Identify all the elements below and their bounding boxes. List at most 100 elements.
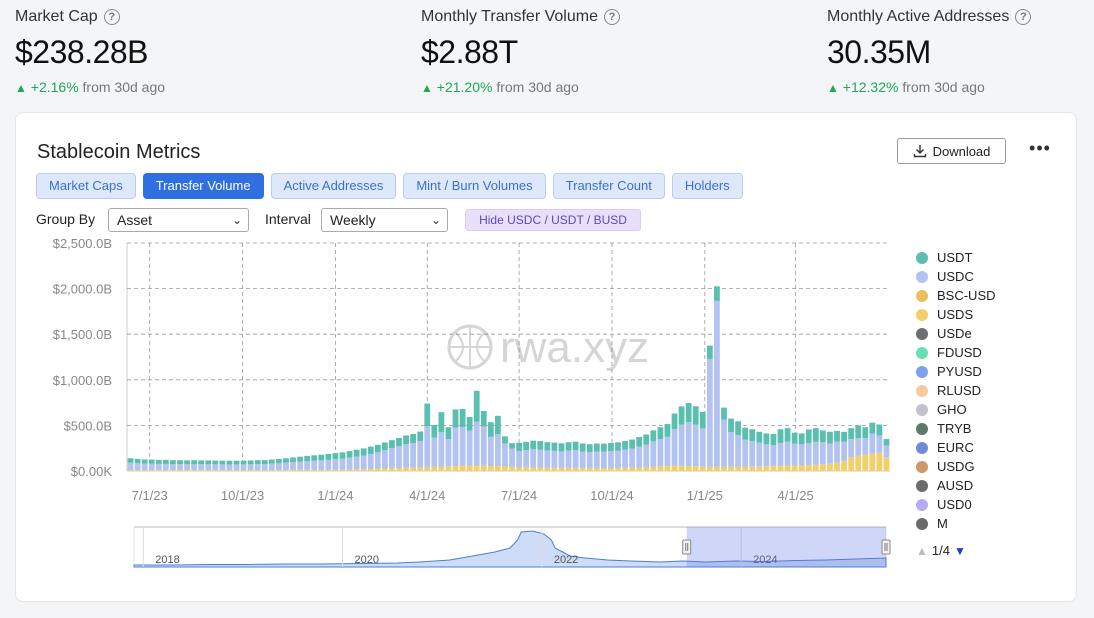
page-down-icon[interactable]: ▼ — [953, 543, 966, 558]
bar-usdc — [155, 463, 162, 471]
page-up-icon[interactable]: ▲ — [916, 543, 928, 558]
interval-label: Interval — [265, 211, 311, 227]
bar-usds — [770, 465, 777, 471]
download-button[interactable]: Download — [897, 138, 1006, 164]
bar-usdc — [184, 464, 190, 471]
bar-usds — [699, 466, 706, 471]
bar-usdt — [233, 460, 240, 465]
legend-item[interactable]: FDUSD — [916, 343, 1066, 362]
bar-usds — [714, 466, 720, 471]
bar-usdc — [275, 463, 282, 471]
legend-item[interactable]: USDG — [916, 457, 1066, 476]
legend-item[interactable]: TRYB — [916, 419, 1066, 438]
help-icon[interactable]: ? — [103, 9, 120, 25]
bar-usds — [473, 465, 480, 471]
metric-tabs: Market Caps Transfer Volume Active Address… — [36, 173, 743, 199]
tab-active-addresses[interactable]: Active Addresses — [270, 173, 397, 199]
bar-usdt — [728, 418, 734, 433]
legend-item[interactable]: USDT — [916, 248, 1066, 267]
bar-usdc — [318, 460, 325, 470]
bar-usdc — [162, 463, 169, 471]
bar-usds — [812, 464, 819, 471]
bar-usds — [480, 465, 487, 471]
legend-item[interactable]: BSC-USD — [916, 286, 1066, 305]
navigator-year-label: 2024 — [753, 554, 777, 566]
bar-usdc — [876, 435, 883, 453]
bar-usds — [777, 465, 784, 471]
group-by-select[interactable]: Asset ⌄ — [108, 208, 249, 232]
bar-usds — [551, 467, 558, 471]
bar-usdt — [381, 442, 388, 451]
bar-usds — [297, 469, 303, 471]
bar-usds — [537, 467, 544, 471]
bar-usdt — [770, 434, 777, 446]
legend-item[interactable]: PYUSD — [916, 362, 1066, 381]
bar-usdc — [855, 438, 862, 456]
x-tick-label: 10/1/24 — [590, 488, 633, 503]
bar-usdc — [445, 439, 452, 467]
bar-usdt — [184, 460, 190, 465]
bar-usdc — [346, 457, 353, 470]
download-label: Download — [932, 143, 991, 159]
bar-usdc — [487, 436, 494, 466]
bar-usdt — [714, 286, 720, 301]
tab-transfer-count[interactable]: Transfer Count — [552, 173, 665, 199]
bar-usdc — [805, 443, 812, 466]
legend-item[interactable]: USDS — [916, 305, 1066, 324]
bar-usdt — [254, 460, 261, 465]
bar-usdc — [459, 427, 466, 466]
legend-item[interactable]: AUSD — [916, 476, 1066, 495]
bar-usds — [445, 466, 452, 471]
bar-usds — [791, 465, 798, 471]
tab-holders[interactable]: Holders — [671, 173, 743, 199]
legend-item[interactable]: EURC — [916, 438, 1066, 457]
tab-market-caps[interactable]: Market Caps — [36, 173, 136, 199]
kpi-title: Monthly Active Addresses — [827, 8, 1010, 25]
legend-label: TRYB — [937, 421, 972, 436]
legend-label: AUSD — [937, 478, 974, 493]
bar-usdt — [862, 427, 869, 439]
bar-usds — [452, 465, 459, 471]
interval-select[interactable]: Weekly ⌄ — [321, 208, 448, 232]
globe-line — [476, 332, 485, 362]
kpi-change: +21.20% — [436, 79, 493, 95]
bar-usds — [162, 470, 169, 471]
legend-label: USDG — [937, 459, 975, 474]
bar-usds — [883, 457, 890, 471]
tab-transfer-volume[interactable]: Transfer Volume — [142, 173, 264, 199]
legend-item[interactable]: USDe — [916, 324, 1066, 343]
bar-usdc — [551, 450, 558, 468]
bar-usdt — [622, 440, 628, 450]
bar-usdc — [247, 464, 254, 471]
legend-item[interactable]: GHO — [916, 400, 1066, 419]
y-tick-label: $0.00K — [71, 464, 113, 479]
bar-usdc — [615, 450, 621, 468]
bar-usdc — [685, 422, 692, 466]
help-icon[interactable]: ? — [1015, 9, 1032, 25]
legend-item[interactable]: USD0 — [916, 495, 1066, 514]
up-arrow-icon: ▲ — [827, 81, 839, 95]
legend-item[interactable]: RLUSD — [916, 381, 1066, 400]
legend-label: BSC-USD — [937, 288, 996, 303]
legend-swatch — [916, 365, 928, 378]
bar-usdc — [198, 464, 205, 471]
bar-usds — [148, 470, 155, 471]
navigator-handle[interactable] — [881, 539, 891, 555]
more-options-icon[interactable]: ••• — [1029, 138, 1051, 158]
legend-item[interactable]: M — [916, 514, 1066, 533]
bar-usdt — [466, 417, 473, 431]
tab-mint-burn-volumes[interactable]: Mint / Burn Volumes — [403, 173, 546, 199]
help-icon[interactable]: ? — [603, 9, 620, 25]
bar-usds — [170, 470, 176, 471]
bar-usds — [339, 469, 346, 471]
bar-usdt — [438, 412, 445, 433]
hide-major-stablecoins-button[interactable]: Hide USDC / USDT / BUSD — [465, 209, 641, 231]
kpi-value: 30.35M — [827, 34, 931, 70]
x-tick-label: 4/1/25 — [778, 488, 814, 503]
bar-usdt — [290, 457, 296, 463]
bar-usds — [855, 455, 862, 471]
legend-item[interactable]: USDC — [916, 267, 1066, 286]
bar-usds — [509, 466, 515, 471]
interval-value: Weekly — [330, 212, 376, 228]
navigator-handle[interactable] — [682, 539, 692, 555]
